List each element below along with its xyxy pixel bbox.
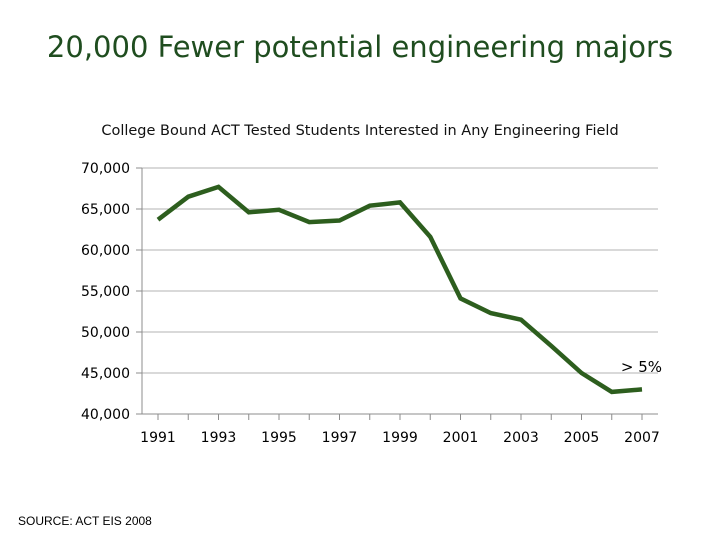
annotation-layer: > 5%: [621, 358, 662, 376]
y-tick-label: 50,000: [81, 325, 130, 341]
x-tick-label: 1997: [322, 430, 358, 446]
slide-title: 20,000 Fewer potential engineering major…: [46, 30, 674, 64]
x-tick-label: 1995: [261, 430, 297, 446]
y-tick-label: 55,000: [81, 284, 130, 300]
x-tick-label: 1999: [382, 430, 418, 446]
x-tick-label: 2005: [564, 430, 600, 446]
y-tick-label: 60,000: [81, 243, 130, 259]
source-note: SOURCE: ACT EIS 2008: [18, 514, 152, 528]
x-tick-label: 2007: [624, 430, 660, 446]
series-line-0: [156, 184, 643, 395]
x-tick-label: 2003: [503, 430, 539, 446]
x-tick-label: 2001: [443, 430, 479, 446]
y-axis-ticks: 70,000 65,000 60,000 55,000 50,000 45,000 40,0…: [81, 161, 142, 423]
x-tick-label: 1991: [140, 430, 176, 446]
x-tick-label: 1993: [201, 430, 237, 446]
y-tick-label: 40,000: [81, 407, 130, 423]
y-tick-label: 65,000: [81, 202, 130, 218]
chart-title: College Bound ACT Tested Students Intere…: [101, 123, 619, 139]
x-axis-ticks: 1991 1993 1995 1997 1999 2001 2003 2005 2007: [140, 414, 660, 446]
annotation-label: > 5%: [621, 358, 662, 376]
y-tick-label: 45,000: [81, 366, 130, 382]
y-tick-label: 70,000: [81, 161, 130, 177]
series-layer: [156, 184, 643, 395]
